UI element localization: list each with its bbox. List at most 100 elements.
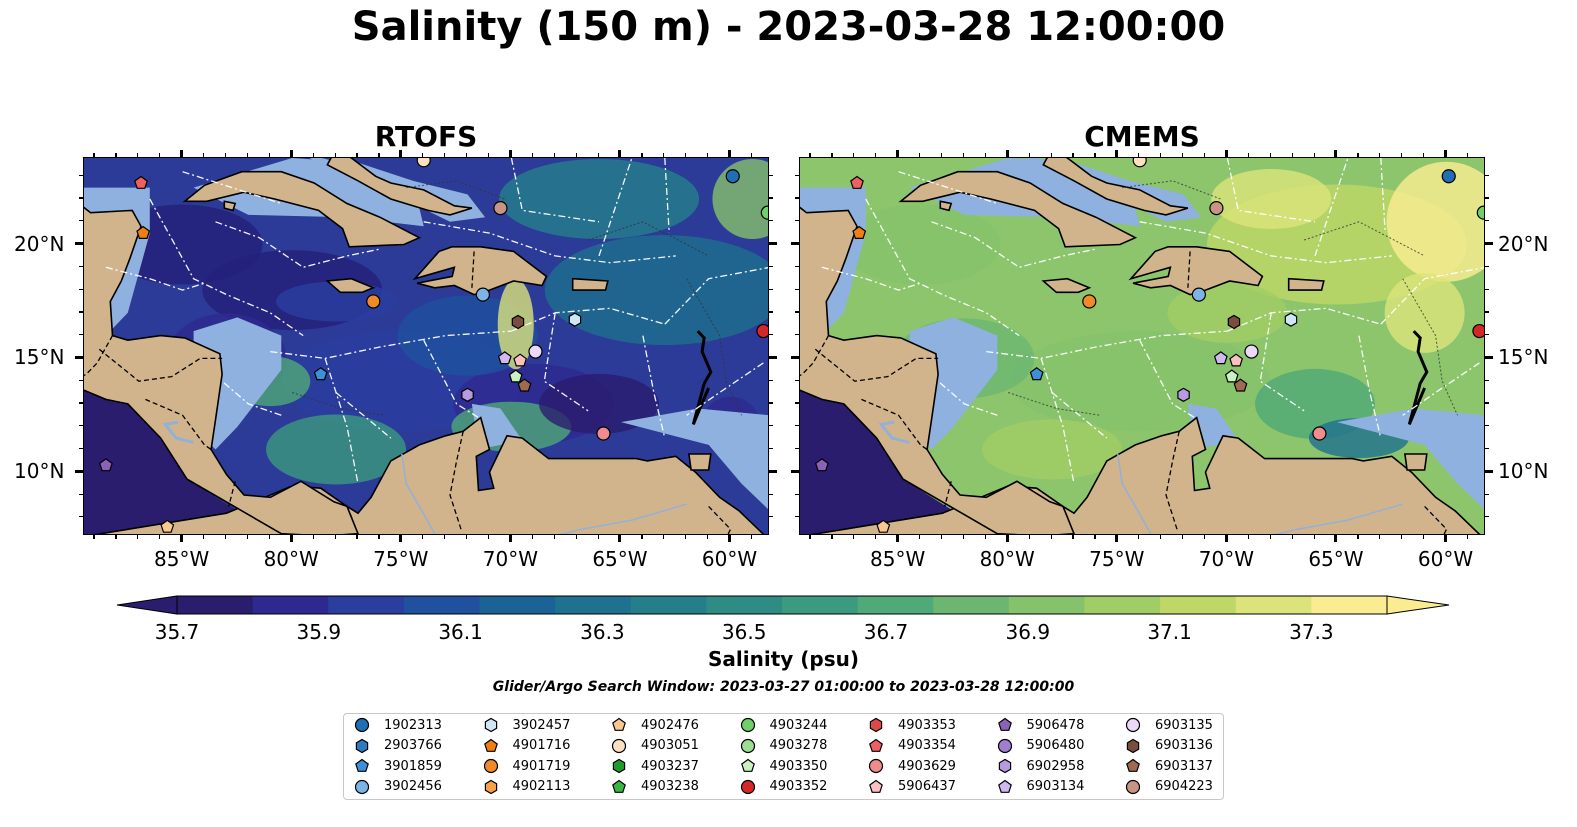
legend-marker-icon[interactable] [740,717,755,733]
float-marker-1902313[interactable] [1441,169,1456,184]
legend-marker-icon[interactable] [483,758,498,774]
tick-mark [79,447,83,450]
legend-marker-icon[interactable] [740,758,755,772]
tick-mark [1006,153,1008,157]
float-marker-4901719[interactable] [1082,294,1097,309]
tick-mark [356,535,358,539]
float-marker-6902958[interactable] [1177,387,1190,402]
float-marker-5906478[interactable] [98,458,113,472]
float-marker-6903136[interactable] [511,314,525,330]
float-marker-6903135[interactable] [528,344,543,359]
lon-tick-label: 85°W [870,547,926,571]
legend-marker-icon[interactable] [1125,779,1141,794]
legend-marker-icon[interactable] [612,758,626,774]
legend-marker-icon[interactable] [868,758,884,774]
tick-mark [268,153,270,157]
legend-marker-icon[interactable] [997,779,1012,793]
legend-marker-icon[interactable] [869,717,883,733]
legend-marker-icon[interactable] [1126,738,1140,753]
float-marker-3902456[interactable] [1191,287,1206,302]
tick-mark [79,516,83,518]
legend-marker-icon[interactable] [484,717,497,733]
legend-label: 4903353 [898,717,956,733]
float-marker-4901719[interactable] [366,294,381,309]
legend-label: 4903354 [898,738,956,753]
float-marker-4903352[interactable] [1472,323,1485,339]
tick-mark [962,153,965,157]
legend-marker-icon[interactable] [998,758,1011,774]
float-marker-4903244[interactable] [1476,205,1485,220]
legend-marker-icon[interactable] [483,738,498,752]
tick-mark [769,265,773,267]
tick-mark [1291,153,1293,157]
colorbar-tick-label: 35.7 [154,620,200,644]
float-marker-3901859[interactable] [1029,367,1044,381]
tick-mark [791,469,799,473]
float-marker-4902476[interactable] [876,519,891,533]
legend-marker-icon[interactable] [997,738,1012,753]
tick-mark [1116,535,1118,539]
float-marker-4903629[interactable] [1312,426,1327,441]
float-marker-6904223[interactable] [1209,200,1224,216]
tick-mark [769,516,773,518]
legend-marker-icon[interactable] [611,738,627,753]
legend-marker-icon[interactable] [997,717,1012,731]
tick-mark [509,153,512,157]
legend-marker-icon[interactable] [740,738,755,753]
float-marker-3902457[interactable] [568,312,582,327]
lon-tick-label: 70°W [1198,547,1254,571]
tick-mark [641,535,643,539]
float-marker-6903134[interactable] [1213,351,1228,365]
float-marker-3901859[interactable] [313,367,328,381]
float-marker-4901716[interactable] [852,225,867,240]
colorbar-segment [1311,596,1388,614]
legend-marker-icon[interactable] [354,779,370,794]
map-panel-cmems[interactable] [799,157,1485,535]
legend-marker-icon[interactable] [1126,758,1140,772]
float-marker-6903136[interactable] [1227,314,1241,330]
float-marker-6902958[interactable] [461,387,474,402]
float-marker-4901716[interactable] [136,225,151,240]
legend-marker-icon[interactable] [1125,717,1141,733]
legend-marker-icon[interactable] [869,779,883,793]
float-marker-5906437[interactable] [1229,353,1244,367]
float-marker-1902313[interactable] [725,169,740,184]
legend-marker-icon[interactable] [484,779,497,794]
float-marker-4903244[interactable] [760,205,769,220]
legend-marker-icon[interactable] [354,717,370,733]
float-marker-3902457[interactable] [1284,312,1298,327]
float-marker-6903137[interactable] [1233,378,1248,392]
float-marker-6903135[interactable] [1244,344,1259,359]
float-marker-6904223[interactable] [493,200,508,216]
float-marker-4903629[interactable] [596,426,611,441]
lon-tick-label: 60°W [701,547,758,571]
float-marker-4903352[interactable] [756,323,769,339]
tick-mark [531,153,533,157]
float-marker-5906478[interactable] [814,458,829,472]
legend-marker-icon[interactable] [612,779,626,793]
legend-marker-icon[interactable] [355,758,369,772]
lat-tick-label: 10°N [14,459,65,484]
map-panel-rtofs[interactable] [83,157,769,535]
legend-label: 4903244 [769,717,828,733]
float-marker-3902456[interactable] [475,287,490,302]
legend-marker-icon[interactable] [612,717,626,731]
float-marker-4903051[interactable] [1132,158,1147,168]
float-marker-4903051[interactable] [416,158,431,168]
tick-mark [79,493,83,495]
tick-mark [809,153,811,157]
panel-title-rtofs: RTOFS [374,120,478,153]
tick-mark [795,379,799,381]
legend-marker-icon[interactable] [355,738,369,753]
float-marker-4903354[interactable] [850,175,864,189]
float-marker-4902476[interactable] [160,519,175,533]
legend-marker-icon[interactable] [869,738,883,752]
float-marker-4903350[interactable] [1224,369,1239,383]
float-marker-4903354[interactable] [134,175,148,189]
float-marker-6903137[interactable] [517,378,532,392]
tick-mark [1072,535,1074,539]
float-marker-5906437[interactable] [513,353,528,367]
legend-marker-icon[interactable] [740,779,755,794]
float-marker-4903350[interactable] [508,369,523,383]
float-marker-6903134[interactable] [497,351,512,365]
